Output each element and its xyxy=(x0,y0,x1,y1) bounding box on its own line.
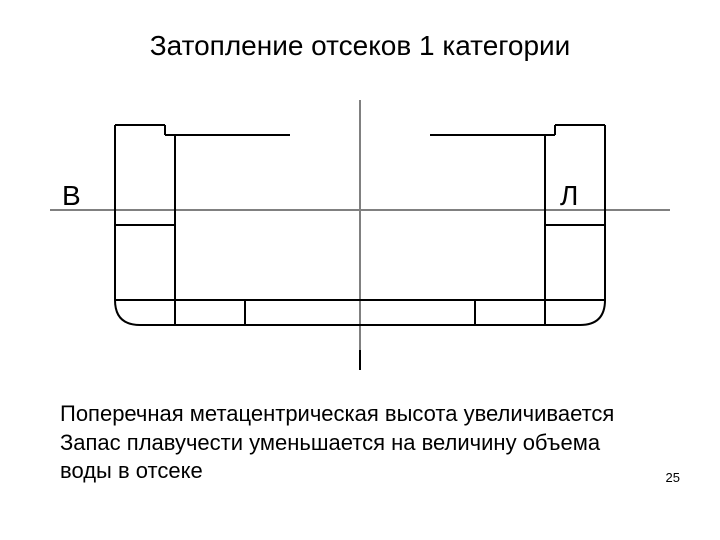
body-text: Поперечная метацентрическая высота увели… xyxy=(60,400,640,486)
page-title: Затопление отсеков 1 категории xyxy=(0,30,720,62)
ship-cross-section-diagram xyxy=(50,100,670,380)
page-number: 25 xyxy=(666,470,680,485)
